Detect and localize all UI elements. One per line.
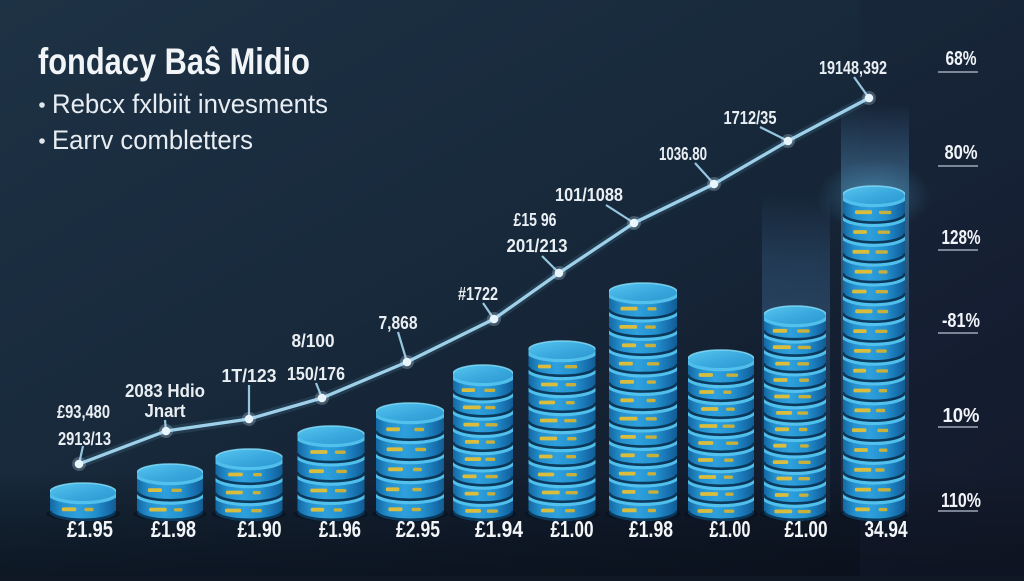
svg-text:£1.95: £1.95	[67, 516, 113, 542]
svg-text:fondacy Baŝ Midio: fondacy Baŝ Midio	[38, 41, 310, 82]
svg-text:8/100: 8/100	[292, 331, 335, 351]
svg-text:£1.98: £1.98	[151, 516, 196, 542]
svg-text:110%: 110%	[941, 490, 981, 512]
svg-text:£2.95: £2.95	[396, 516, 440, 542]
svg-text:150/176: 150/176	[287, 364, 345, 384]
svg-text:1036.80: 1036.80	[659, 144, 707, 164]
svg-text:£93,480: £93,480	[57, 402, 110, 422]
svg-text:£1.90: £1.90	[238, 516, 282, 542]
svg-text:101/1088: 101/1088	[555, 185, 623, 205]
svg-text:£1.96: £1.96	[319, 516, 361, 542]
svg-text:Rebcx fxlbiit invesments: Rebcx fxlbiit invesments	[52, 89, 328, 119]
svg-text:Jnart: Jnart	[145, 401, 186, 421]
svg-text:19148,392: 19148,392	[819, 58, 887, 78]
svg-text:2083 Hdio: 2083 Hdio	[125, 381, 205, 401]
svg-text:7,868: 7,868	[379, 313, 418, 333]
svg-text:68%: 68%	[946, 48, 977, 70]
svg-text:2913/13: 2913/13	[58, 429, 111, 449]
svg-text:£1.00: £1.00	[710, 516, 751, 542]
svg-text:10%: 10%	[943, 405, 980, 427]
svg-text:1712/35: 1712/35	[724, 108, 777, 128]
svg-text:Earrv combletters: Earrv combletters	[52, 125, 253, 155]
svg-text:£1.00: £1.00	[785, 516, 828, 542]
svg-text:201/213: 201/213	[507, 236, 568, 256]
svg-text:£1.94: £1.94	[475, 516, 523, 542]
svg-text:80%: 80%	[945, 142, 978, 164]
svg-text:#1722: #1722	[458, 284, 498, 304]
svg-text:1T/123: 1T/123	[222, 366, 277, 386]
svg-text:£15 96: £15 96	[514, 210, 557, 230]
svg-text:34.94: 34.94	[865, 516, 908, 542]
svg-text:128%: 128%	[942, 227, 981, 249]
svg-text:£1.98: £1.98	[629, 516, 673, 542]
svg-text:£1.00: £1.00	[551, 516, 594, 542]
svg-text:-81%: -81%	[942, 310, 980, 332]
